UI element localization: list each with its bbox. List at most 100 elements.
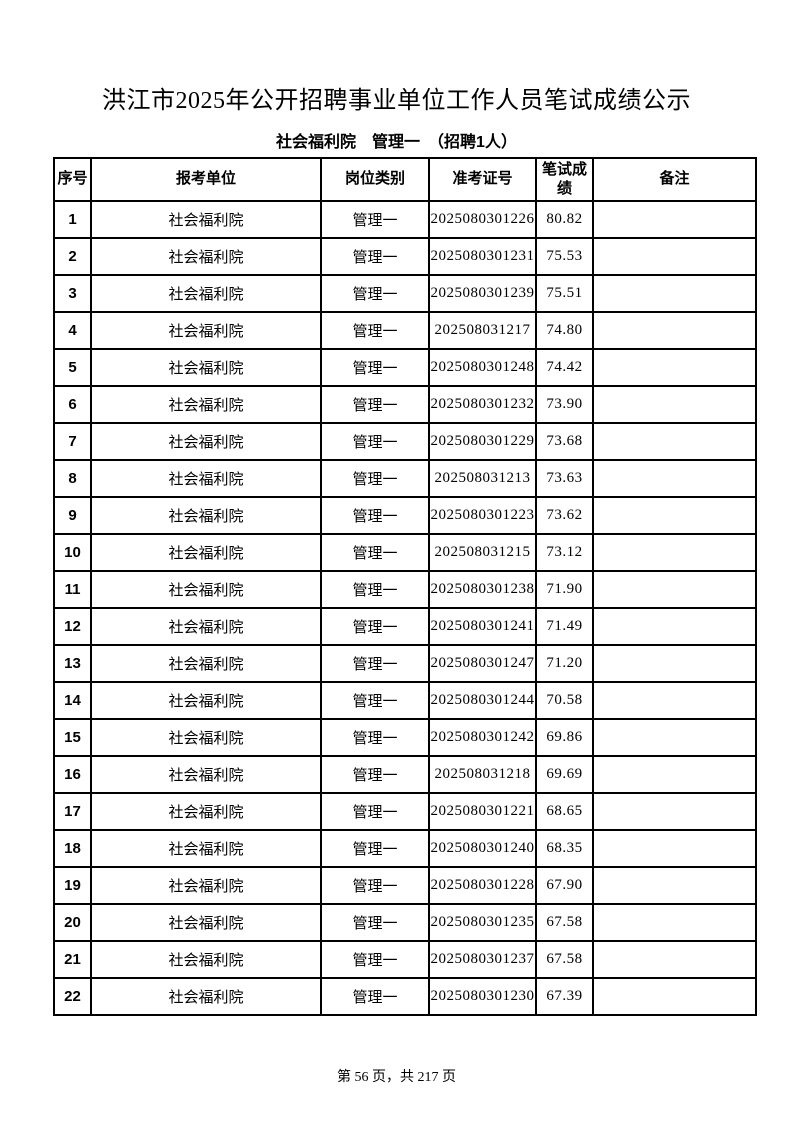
cell-note bbox=[592, 459, 757, 498]
table-row: 22 社会福利院 管理一 2025080301230 67.39 bbox=[53, 977, 757, 1016]
cell-ticket: 2025080301232 bbox=[428, 385, 537, 424]
cell-note bbox=[592, 829, 757, 868]
cell-unit: 社会福利院 bbox=[90, 792, 322, 831]
cell-category: 管理一 bbox=[320, 459, 430, 498]
cell-note bbox=[592, 311, 757, 350]
cell-category: 管理一 bbox=[320, 607, 430, 646]
cell-score: 67.58 bbox=[535, 940, 594, 979]
cell-score: 74.42 bbox=[535, 348, 594, 387]
page-footer: 第 56 页，共 217 页 bbox=[337, 1070, 456, 1085]
cell-unit: 社会福利院 bbox=[90, 570, 322, 609]
cell-note bbox=[592, 940, 757, 979]
table-header-row: 序号 报考单位 岗位类别 准考证号 笔试成绩 备注 bbox=[53, 157, 757, 202]
cell-ticket: 2025080301244 bbox=[428, 681, 537, 720]
cell-category: 管理一 bbox=[320, 274, 430, 313]
cell-unit: 社会福利院 bbox=[90, 311, 322, 350]
cell-category: 管理一 bbox=[320, 348, 430, 387]
cell-ticket: 2025080301223 bbox=[428, 496, 537, 535]
cell-category: 管理一 bbox=[320, 903, 430, 942]
cell-category: 管理一 bbox=[320, 200, 430, 239]
cell-category: 管理一 bbox=[320, 866, 430, 905]
cell-seq: 20 bbox=[53, 903, 92, 942]
cell-note bbox=[592, 385, 757, 424]
cell-unit: 社会福利院 bbox=[90, 533, 322, 572]
cell-category: 管理一 bbox=[320, 977, 430, 1016]
cell-seq: 6 bbox=[53, 385, 92, 424]
cell-ticket: 2025080301247 bbox=[428, 644, 537, 683]
table-row: 5 社会福利院 管理一 2025080301248 74.42 bbox=[53, 348, 757, 387]
cell-note bbox=[592, 496, 757, 535]
cell-seq: 18 bbox=[53, 829, 92, 868]
cell-score: 71.90 bbox=[535, 570, 594, 609]
header-score: 笔试成绩 bbox=[535, 157, 594, 202]
cell-unit: 社会福利院 bbox=[90, 274, 322, 313]
score-table-body: 1 社会福利院 管理一 2025080301226 80.82 2 社会福利院 … bbox=[53, 200, 757, 1016]
cell-category: 管理一 bbox=[320, 644, 430, 683]
cell-seq: 4 bbox=[53, 311, 92, 350]
table-row: 1 社会福利院 管理一 2025080301226 80.82 bbox=[53, 200, 757, 239]
table-row: 9 社会福利院 管理一 2025080301223 73.62 bbox=[53, 496, 757, 535]
cell-ticket: 2025080301235 bbox=[428, 903, 537, 942]
table-row: 11 社会福利院 管理一 2025080301238 71.90 bbox=[53, 570, 757, 609]
cell-seq: 13 bbox=[53, 644, 92, 683]
cell-unit: 社会福利院 bbox=[90, 977, 322, 1016]
cell-score: 67.58 bbox=[535, 903, 594, 942]
cell-score: 68.35 bbox=[535, 829, 594, 868]
cell-seq: 15 bbox=[53, 718, 92, 757]
cell-note bbox=[592, 792, 757, 831]
cell-seq: 22 bbox=[53, 977, 92, 1016]
cell-score: 69.69 bbox=[535, 755, 594, 794]
table-row: 20 社会福利院 管理一 2025080301235 67.58 bbox=[53, 903, 757, 942]
cell-unit: 社会福利院 bbox=[90, 607, 322, 646]
cell-category: 管理一 bbox=[320, 718, 430, 757]
cell-category: 管理一 bbox=[320, 311, 430, 350]
table-row: 7 社会福利院 管理一 2025080301229 73.68 bbox=[53, 422, 757, 461]
cell-seq: 3 bbox=[53, 274, 92, 313]
cell-category: 管理一 bbox=[320, 570, 430, 609]
score-table: 序号 报考单位 岗位类别 准考证号 笔试成绩 备注 1 社会福利院 管理一 20… bbox=[53, 157, 757, 1016]
cell-unit: 社会福利院 bbox=[90, 829, 322, 868]
cell-ticket: 2025080301240 bbox=[428, 829, 537, 868]
cell-note bbox=[592, 237, 757, 276]
cell-ticket: 2025080301231 bbox=[428, 237, 537, 276]
cell-unit: 社会福利院 bbox=[90, 866, 322, 905]
cell-ticket: 202508031218 bbox=[428, 755, 537, 794]
table-row: 19 社会福利院 管理一 2025080301228 67.90 bbox=[53, 866, 757, 905]
cell-score: 73.68 bbox=[535, 422, 594, 461]
cell-unit: 社会福利院 bbox=[90, 903, 322, 942]
cell-seq: 14 bbox=[53, 681, 92, 720]
table-row: 6 社会福利院 管理一 2025080301232 73.90 bbox=[53, 385, 757, 424]
cell-category: 管理一 bbox=[320, 940, 430, 979]
cell-seq: 9 bbox=[53, 496, 92, 535]
cell-score: 71.20 bbox=[535, 644, 594, 683]
table-row: 12 社会福利院 管理一 2025080301241 71.49 bbox=[53, 607, 757, 646]
header-ticket: 准考证号 bbox=[428, 157, 537, 202]
cell-score: 75.53 bbox=[535, 237, 594, 276]
cell-unit: 社会福利院 bbox=[90, 385, 322, 424]
cell-category: 管理一 bbox=[320, 237, 430, 276]
cell-seq: 19 bbox=[53, 866, 92, 905]
cell-note bbox=[592, 644, 757, 683]
cell-ticket: 2025080301228 bbox=[428, 866, 537, 905]
cell-category: 管理一 bbox=[320, 496, 430, 535]
cell-unit: 社会福利院 bbox=[90, 496, 322, 535]
cell-ticket: 2025080301237 bbox=[428, 940, 537, 979]
cell-note bbox=[592, 533, 757, 572]
cell-note bbox=[592, 977, 757, 1016]
table-row: 18 社会福利院 管理一 2025080301240 68.35 bbox=[53, 829, 757, 868]
cell-note bbox=[592, 422, 757, 461]
cell-note bbox=[592, 274, 757, 313]
cell-score: 80.82 bbox=[535, 200, 594, 239]
cell-ticket: 2025080301248 bbox=[428, 348, 537, 387]
table-row: 10 社会福利院 管理一 202508031215 73.12 bbox=[53, 533, 757, 572]
table-row: 13 社会福利院 管理一 2025080301247 71.20 bbox=[53, 644, 757, 683]
table-row: 14 社会福利院 管理一 2025080301244 70.58 bbox=[53, 681, 757, 720]
cell-seq: 1 bbox=[53, 200, 92, 239]
cell-note bbox=[592, 718, 757, 757]
cell-ticket: 2025080301221 bbox=[428, 792, 537, 831]
cell-unit: 社会福利院 bbox=[90, 644, 322, 683]
cell-unit: 社会福利院 bbox=[90, 718, 322, 757]
cell-unit: 社会福利院 bbox=[90, 940, 322, 979]
cell-note bbox=[592, 866, 757, 905]
cell-score: 69.86 bbox=[535, 718, 594, 757]
